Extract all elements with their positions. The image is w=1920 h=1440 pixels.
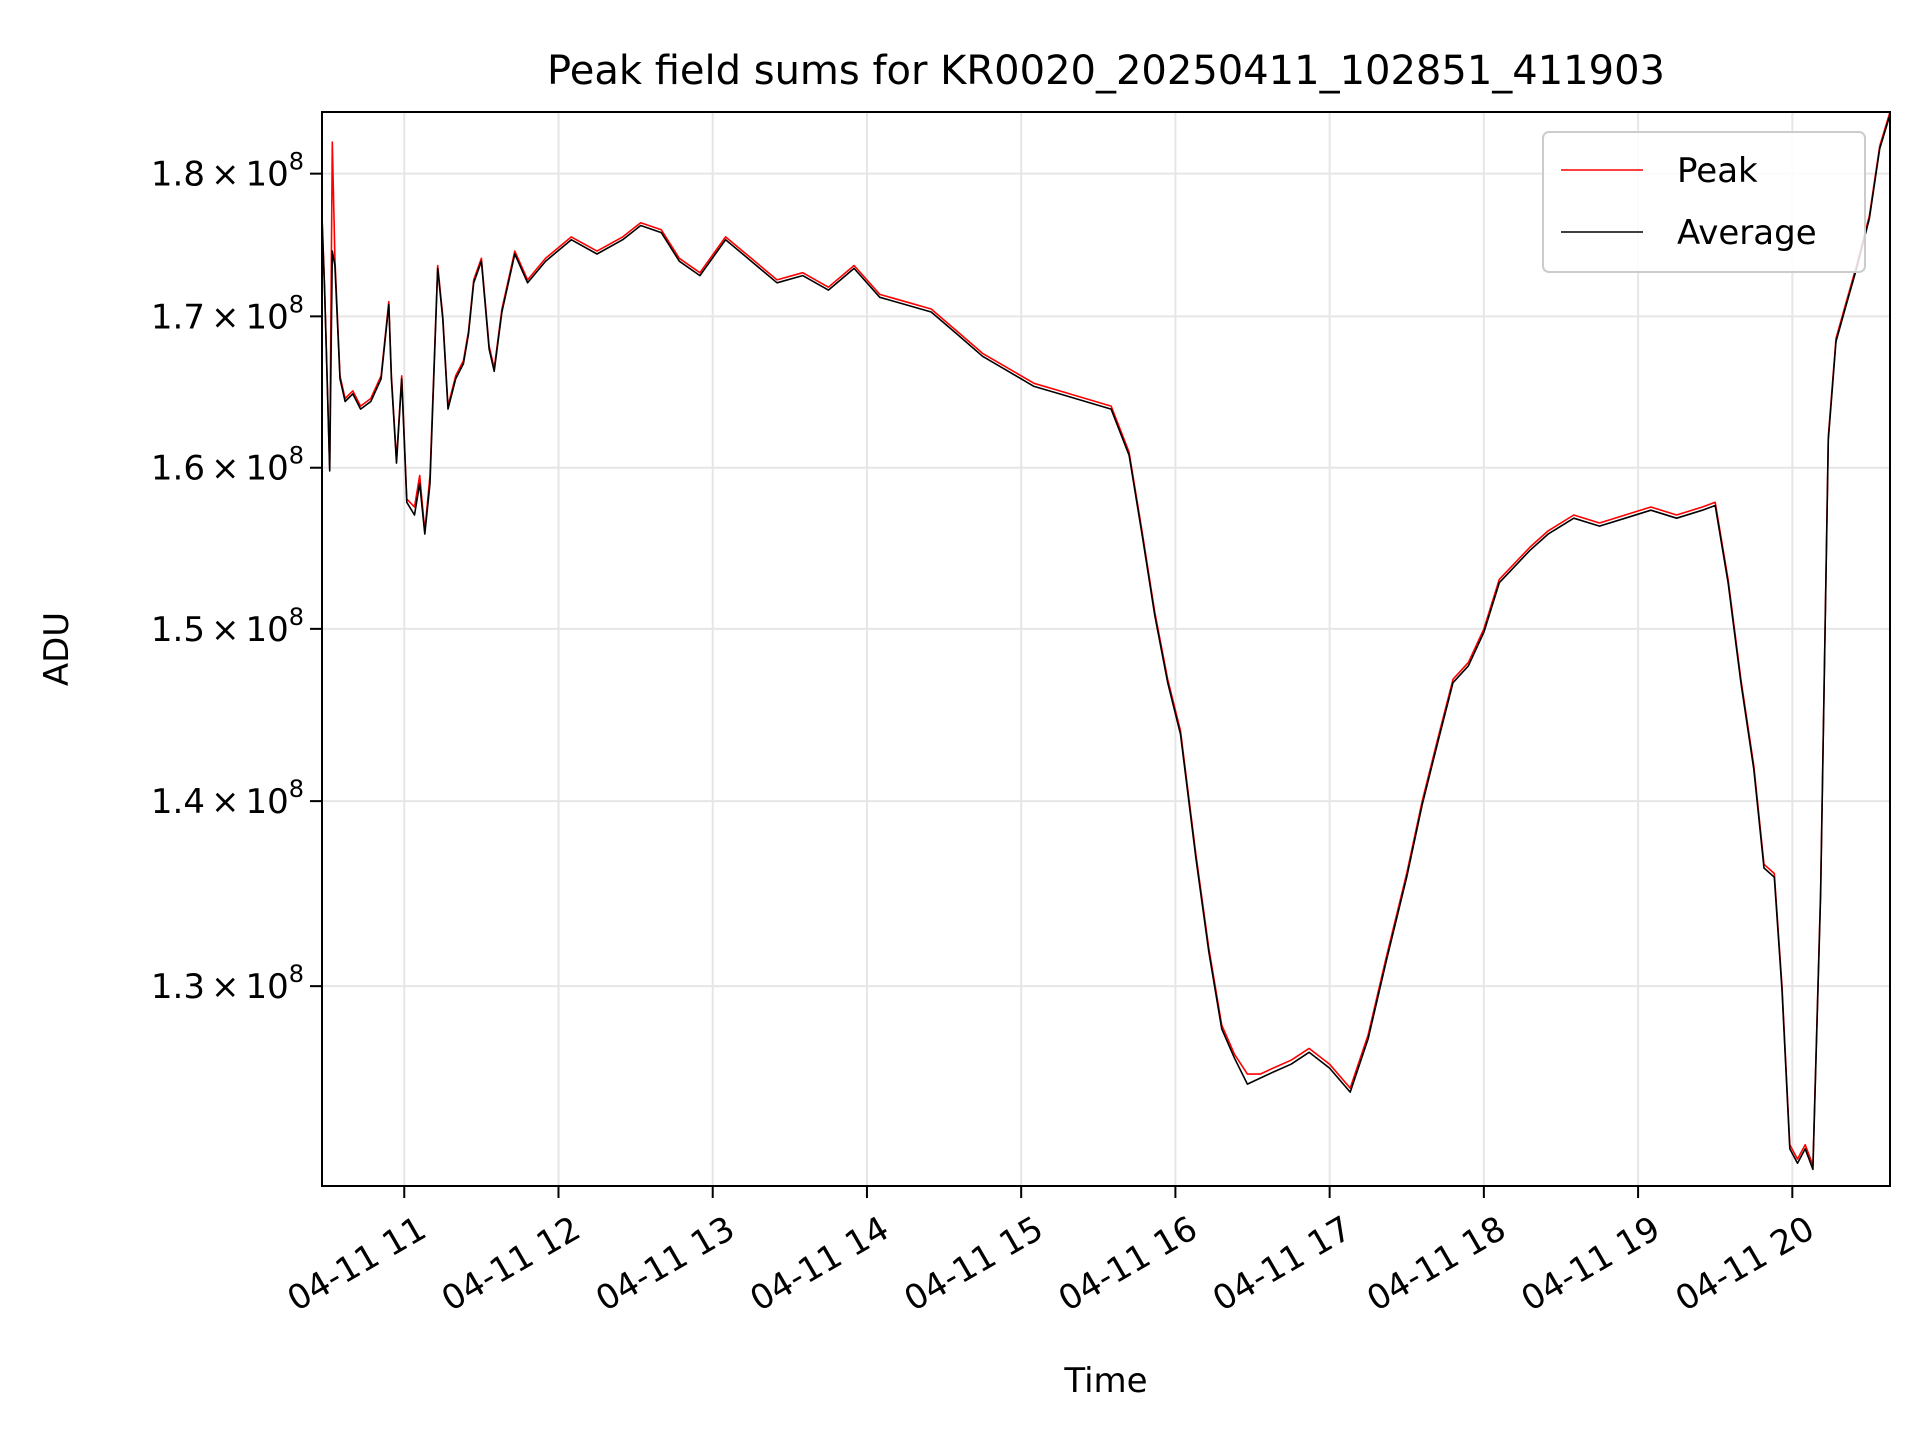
plot-frame — [321, 111, 1891, 1187]
y-tick-label: 1.7 × 108 — [151, 290, 304, 337]
y-tick-exponent: 8 — [289, 603, 304, 631]
y-tick-label: 1.3 × 108 — [151, 960, 304, 1007]
y-tick-mantissa: 1.3 — [151, 967, 205, 1007]
y-tick-times: × — [211, 967, 240, 1007]
y-tick-exponent: 8 — [289, 290, 304, 318]
legend: Peak Average — [1542, 131, 1866, 273]
y-axis-label: ADU — [37, 612, 77, 686]
series-lines — [321, 111, 1891, 1171]
y-tick-mantissa: 1.4 — [151, 782, 205, 822]
y-tick-base: 10 — [245, 967, 288, 1007]
y-tick-exponent: 8 — [289, 775, 304, 803]
y-tick-times: × — [211, 449, 240, 489]
y-tick-exponent: 8 — [289, 442, 304, 470]
y-tick-base: 10 — [245, 155, 288, 195]
y-tick-times: × — [211, 297, 240, 337]
y-tick-mantissa: 1.7 — [151, 297, 205, 337]
y-tick-label: 1.6 × 108 — [151, 442, 304, 489]
y-tick-mantissa: 1.6 — [151, 449, 205, 489]
y-tick-times: × — [211, 782, 240, 822]
series-line-average — [321, 113, 1891, 1171]
x-axis-label: Time — [1063, 1361, 1147, 1401]
legend-box — [1542, 131, 1866, 273]
y-tick-base: 10 — [245, 782, 288, 822]
y-tick-mantissa: 1.5 — [151, 610, 205, 650]
y-tick-exponent: 8 — [289, 960, 304, 988]
y-tick-exponent: 8 — [289, 148, 304, 176]
y-tick-label: 1.8 × 108 — [151, 148, 304, 195]
y-tick-times: × — [211, 610, 240, 650]
chart-title: Peak field sums for KR0020_20250411_1028… — [547, 48, 1665, 94]
y-tick-base: 10 — [245, 449, 288, 489]
legend-label-peak: Peak — [1677, 151, 1758, 191]
y-tick-label: 1.5 × 108 — [151, 603, 304, 650]
grid — [322, 112, 1890, 1186]
y-tick-times: × — [211, 155, 240, 195]
y-tick-mantissa: 1.8 — [151, 155, 205, 195]
y-tick-label: 1.4 × 108 — [151, 775, 304, 822]
legend-label-average: Average — [1677, 213, 1817, 253]
y-tick-base: 10 — [245, 297, 288, 337]
y-tick-base: 10 — [245, 610, 288, 650]
